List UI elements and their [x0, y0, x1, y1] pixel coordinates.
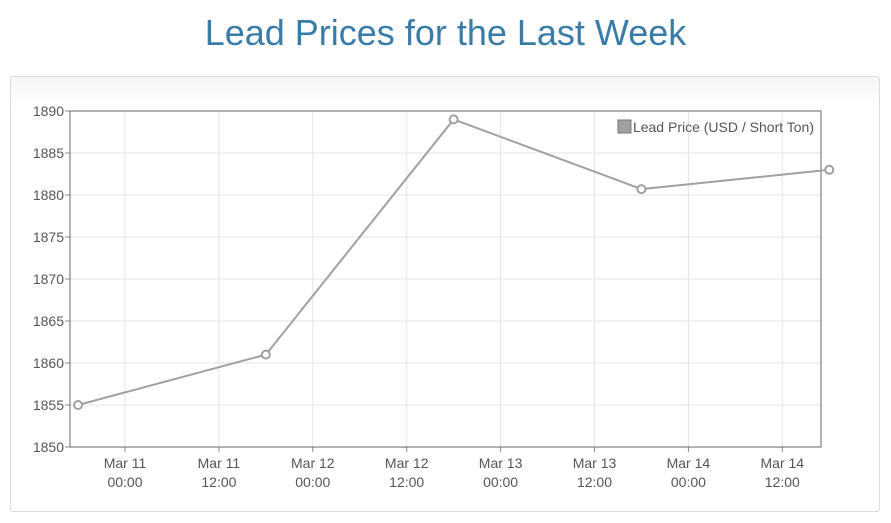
x-tick-label-date: Mar 14: [761, 455, 805, 471]
page-title: Lead Prices for the Last Week: [204, 12, 687, 53]
y-tick-label: 1880: [33, 187, 64, 203]
data-point[interactable]: [636, 184, 647, 195]
x-tick-label-date: Mar 11: [198, 455, 241, 471]
x-tick-label-time: 00:00: [671, 474, 706, 490]
y-tick-label: 1885: [33, 145, 64, 161]
data-point[interactable]: [824, 164, 835, 175]
y-tick-label: 1850: [33, 439, 64, 455]
x-tick-label-time: 12:00: [201, 474, 236, 490]
y-tick-label: 1875: [33, 229, 64, 245]
y-tick-label: 1865: [33, 313, 64, 329]
data-point[interactable]: [448, 114, 459, 125]
y-tick-label: 1870: [33, 271, 64, 287]
x-tick-label-date: Mar 13: [479, 455, 523, 471]
legend-label: Lead Price (USD / Short Ton): [633, 119, 814, 135]
x-tick-label-time: 00:00: [107, 474, 142, 490]
x-tick-label-time: 12:00: [765, 474, 800, 490]
data-point[interactable]: [260, 349, 271, 360]
legend-swatch: [617, 119, 632, 134]
x-tick-label-date: Mar 12: [385, 455, 429, 471]
x-tick-label-date: Mar 13: [573, 455, 617, 471]
y-tick-label: 1855: [33, 397, 64, 413]
chart-panel: [10, 76, 880, 512]
x-tick-label-time: 12:00: [577, 474, 612, 490]
x-tick-label-date: Mar 11: [104, 455, 147, 471]
y-tick-label: 1860: [33, 355, 64, 371]
plot-area-border: [69, 110, 822, 448]
series-line: [77, 118, 830, 406]
x-tick-label-date: Mar 12: [291, 455, 335, 471]
x-tick-label-date: Mar 14: [667, 455, 711, 471]
data-point[interactable]: [73, 400, 84, 410]
x-tick-label-time: 00:00: [295, 474, 330, 490]
y-tick-label: 1890: [33, 103, 64, 119]
x-tick-label-time: 12:00: [389, 474, 424, 490]
x-tick-label-time: 00:00: [483, 474, 518, 490]
